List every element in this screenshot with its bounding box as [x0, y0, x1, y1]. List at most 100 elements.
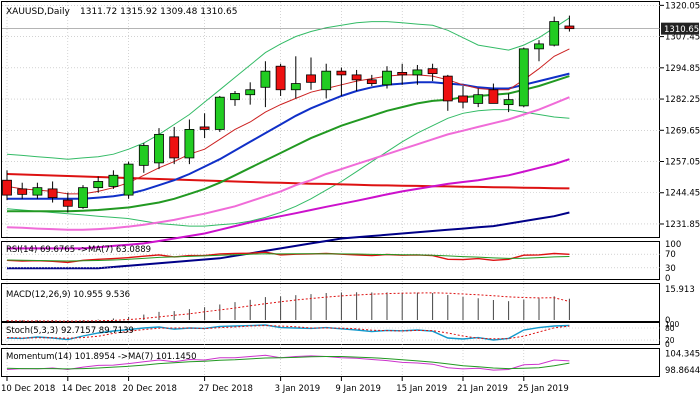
price-tick-label: 1282.25 [665, 95, 700, 105]
rsi-line [6, 251, 570, 264]
bull-candle [108, 174, 119, 187]
rsi-tick-label: 70 [665, 250, 676, 260]
bear-candle [62, 199, 73, 207]
rsi-tick-label: 100 [665, 240, 681, 250]
bull-candle [138, 145, 149, 166]
stoch-tick-label: 0 [665, 340, 670, 349]
bull-candle [503, 99, 514, 106]
bollinger-upper-line [6, 17, 570, 160]
candles-layer [2, 15, 575, 213]
bull-candle [473, 94, 484, 104]
time-tick-label: 10 Dec 2018 [1, 384, 55, 394]
ma-navy-line [7, 211, 570, 270]
price-tick-label: 1269.65 [665, 126, 700, 136]
sub-indicators-layer [2, 251, 660, 371]
indicator-lines-layer [2, 17, 660, 270]
bull-candle [78, 187, 88, 208]
bear-candle [397, 72, 408, 76]
rsi-tick-label: 0 [665, 274, 670, 284]
price-tick-label: 1294.85 [665, 64, 700, 74]
macd-panel-title: MACD(12,26,9) 10.955 9.536 [6, 290, 130, 300]
price-tick-label: 1320.05 [665, 1, 700, 11]
momentum-panel-title: Momentum(14) 101.8954 ->MA(7) 101.1450 [6, 352, 196, 362]
bull-candle [534, 43, 544, 50]
time-tick-label: 15 Jan 2019 [396, 384, 447, 394]
time-tick-label: 3 Jan 2019 [275, 384, 321, 394]
bull-candle [245, 89, 256, 96]
bull-candle [518, 48, 529, 107]
ma-red-thin-line [6, 48, 570, 195]
stoch-panel-frame [1, 322, 660, 345]
bull-candle [549, 21, 560, 46]
momentum-panel-frame [1, 348, 660, 377]
rsi-tick-label: 30 [665, 264, 676, 274]
stoch-panel-title: Stoch(5,3,3) 92.7157 89.7139 [6, 326, 134, 336]
bull-candle [184, 129, 195, 159]
bollinger-lower-line [6, 109, 570, 227]
chart-header-ohlc: 1311.72 1315.92 1309.48 1310.65 [80, 7, 237, 17]
momentum-tick-label: 98.8644 [665, 366, 700, 376]
momentum-ma-line [6, 356, 570, 370]
time-tick-label: 9 Jan 2019 [335, 384, 381, 394]
bull-candle [382, 70, 392, 86]
price-tick-label: 1257.05 [665, 158, 700, 168]
bear-candle [2, 179, 12, 196]
current-price-label: 1310.65 [664, 25, 699, 35]
stoch-d-line [6, 325, 570, 340]
bull-candle [230, 93, 240, 101]
chart-header-symbol: XAUUSD,Daily [6, 7, 70, 17]
momentum-tick-label: 104.3456 [665, 350, 700, 360]
macd-tick-label: 0 [665, 316, 670, 326]
time-tick-label: 25 Jan 2019 [518, 384, 569, 394]
time-tick-label: 27 Dec 2018 [199, 384, 253, 394]
ma-pink-line [6, 96, 570, 231]
bull-candle [93, 181, 104, 189]
rsi-panel-title: RSI(14) 69.6765 ->MA(7) 63.0889 [6, 245, 151, 255]
ma-red-thick-line [6, 173, 570, 190]
ma-magenta-line [7, 158, 570, 250]
bear-candle [47, 188, 58, 198]
rsi-ma-line [6, 253, 570, 262]
bear-candle [458, 95, 468, 103]
price-tick-label: 1231.85 [665, 220, 700, 230]
macd-tick-label: 15.913 [665, 285, 695, 295]
bull-candle [260, 70, 271, 88]
bear-candle [366, 79, 377, 84]
bear-candle [17, 188, 28, 195]
bear-candle [564, 25, 575, 30]
bear-candle [275, 65, 286, 91]
bull-candle [154, 133, 164, 164]
bear-candle [306, 74, 316, 83]
time-tick-label: 20 Dec 2018 [123, 384, 177, 394]
rsi-panel-frame [1, 241, 660, 280]
stoch-k-line [6, 324, 570, 341]
ma-blue-line [7, 72, 570, 200]
price-tick-label: 1244.45 [665, 189, 700, 199]
price-tick-label: 1307.45 [665, 33, 700, 43]
bull-candle [321, 70, 332, 91]
bull-candle [123, 163, 134, 196]
bull-candle [412, 69, 423, 76]
time-tick-label: 21 Jan 2019 [457, 384, 508, 394]
time-tick-label: 14 Dec 2018 [62, 384, 116, 394]
bull-candle [290, 83, 301, 91]
price-panel-frame [1, 1, 660, 238]
macd-panel-frame [1, 283, 660, 322]
macd-signal-line [6, 292, 570, 322]
stoch-tick-label: 20 [665, 336, 675, 345]
bear-candle [427, 68, 438, 75]
current-price-badge [661, 22, 699, 35]
bear-candle [351, 74, 362, 81]
bear-candle [336, 70, 347, 76]
bull-candle [214, 96, 225, 130]
bear-candle [199, 126, 210, 130]
bear-candle [442, 75, 453, 102]
axis-labels-layer: 1320.05 1307.45 1294.85 1282.25 1269.65 1257.… [1, 1, 700, 394]
bull-candle [32, 187, 43, 196]
bear-candle [488, 89, 499, 104]
stoch-tick-label: 80 [665, 324, 675, 333]
stoch-tick-label: 100 [665, 320, 680, 329]
bear-candle [169, 136, 180, 159]
